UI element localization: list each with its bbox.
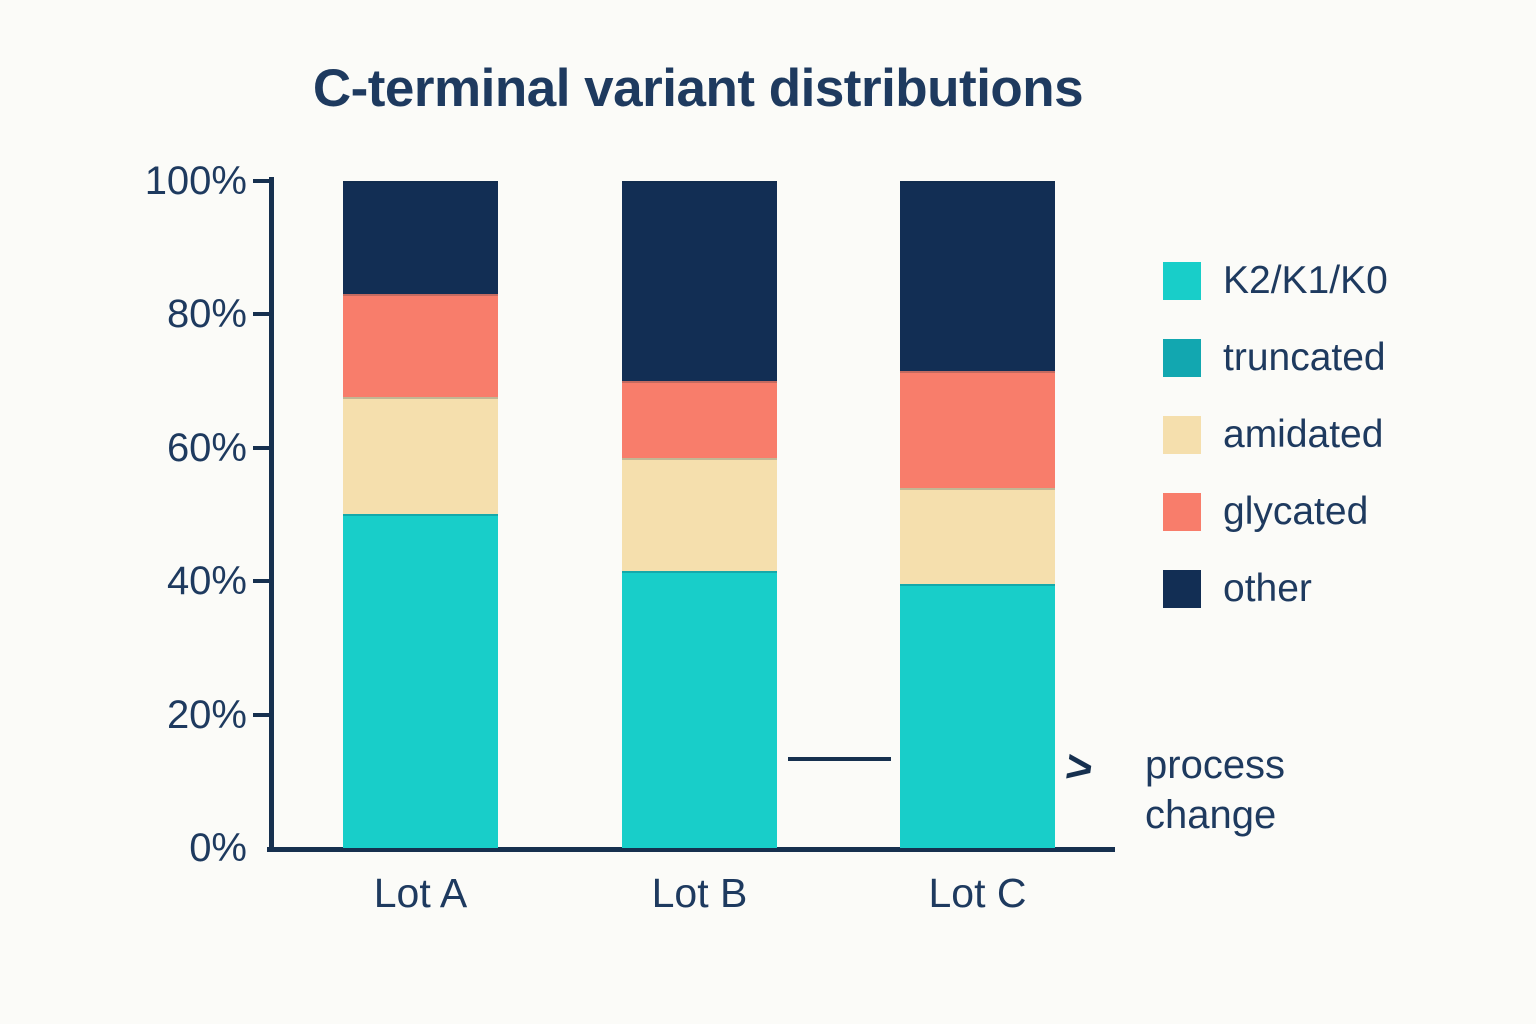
legend-swatch-other [1163,570,1201,608]
segment-glycated-lot-a [343,293,498,398]
legend-label-other: other [1223,567,1312,610]
legend-swatch-amidated [1163,416,1201,454]
chart-title: C-terminal variant distributions [312,59,1084,118]
annotation-label: process change [1145,740,1285,840]
annotation-line-2: change [1145,793,1277,837]
x-axis-line [267,847,1115,852]
annotation-line [788,757,891,761]
x-label-lot-c: Lot C [928,870,1027,916]
bar-lot-b [622,180,777,848]
segment-other-lot-b [622,180,777,381]
segment-glycated-lot-b [622,380,777,458]
segment-k2-k1-k0-lot-a [343,514,498,848]
y-tick-label-40: 40% [166,559,247,603]
legend-item-glycated: glycated [1163,490,1369,533]
legend-swatch-truncated [1163,339,1201,377]
bar-lot-c [900,180,1055,848]
y-tick-label-60: 60% [166,425,247,470]
y-tick-label-20: 20% [166,692,247,737]
segment-other-lot-c [900,180,1055,371]
segment-amidated-lot-c [900,487,1055,585]
segment-k2-k1-k0-lot-c [900,584,1055,848]
x-label-lot-a: Lot A [373,870,468,916]
x-label-lot-b: Lot B [651,870,748,916]
y-tick-label-100: 100% [144,158,247,203]
bar-lot-a [343,180,498,848]
y-tick-label-80: 80% [166,292,247,336]
legend-label-k2-k1-k0: K2/K1/K0 [1223,259,1388,302]
y-tick-label-0: 0% [189,826,247,870]
legend-swatch-k2-k1-k0 [1163,262,1201,300]
y-tick-mark-60 [253,445,269,450]
y-tick-mark-80 [253,312,269,316]
y-tick-mark-40 [253,579,269,583]
segment-other-lot-a [343,180,498,294]
legend-swatch-glycated [1163,493,1201,531]
segment-amidated-lot-a [343,397,498,515]
y-axis-line [269,177,274,852]
annotation-line-1: process [1145,743,1286,787]
y-tick-mark-20 [253,712,269,717]
legend-label-amidated: amidated [1223,413,1384,456]
legend-item-other: other [1163,567,1312,610]
legend-item-truncated: truncated [1163,336,1386,379]
legend-item-k2-k1-k0: K2/K1/K0 [1163,259,1388,302]
legend-item-amidated: amidated [1163,413,1384,456]
legend-label-glycated: glycated [1223,490,1369,533]
legend-label-truncated: truncated [1223,336,1386,379]
y-tick-mark-100 [253,178,269,183]
segment-glycated-lot-c [900,370,1055,488]
segment-amidated-lot-b [622,457,777,571]
annotation-arrow-icon: > [1062,739,1097,795]
segment-k2-k1-k0-lot-b [622,571,777,848]
